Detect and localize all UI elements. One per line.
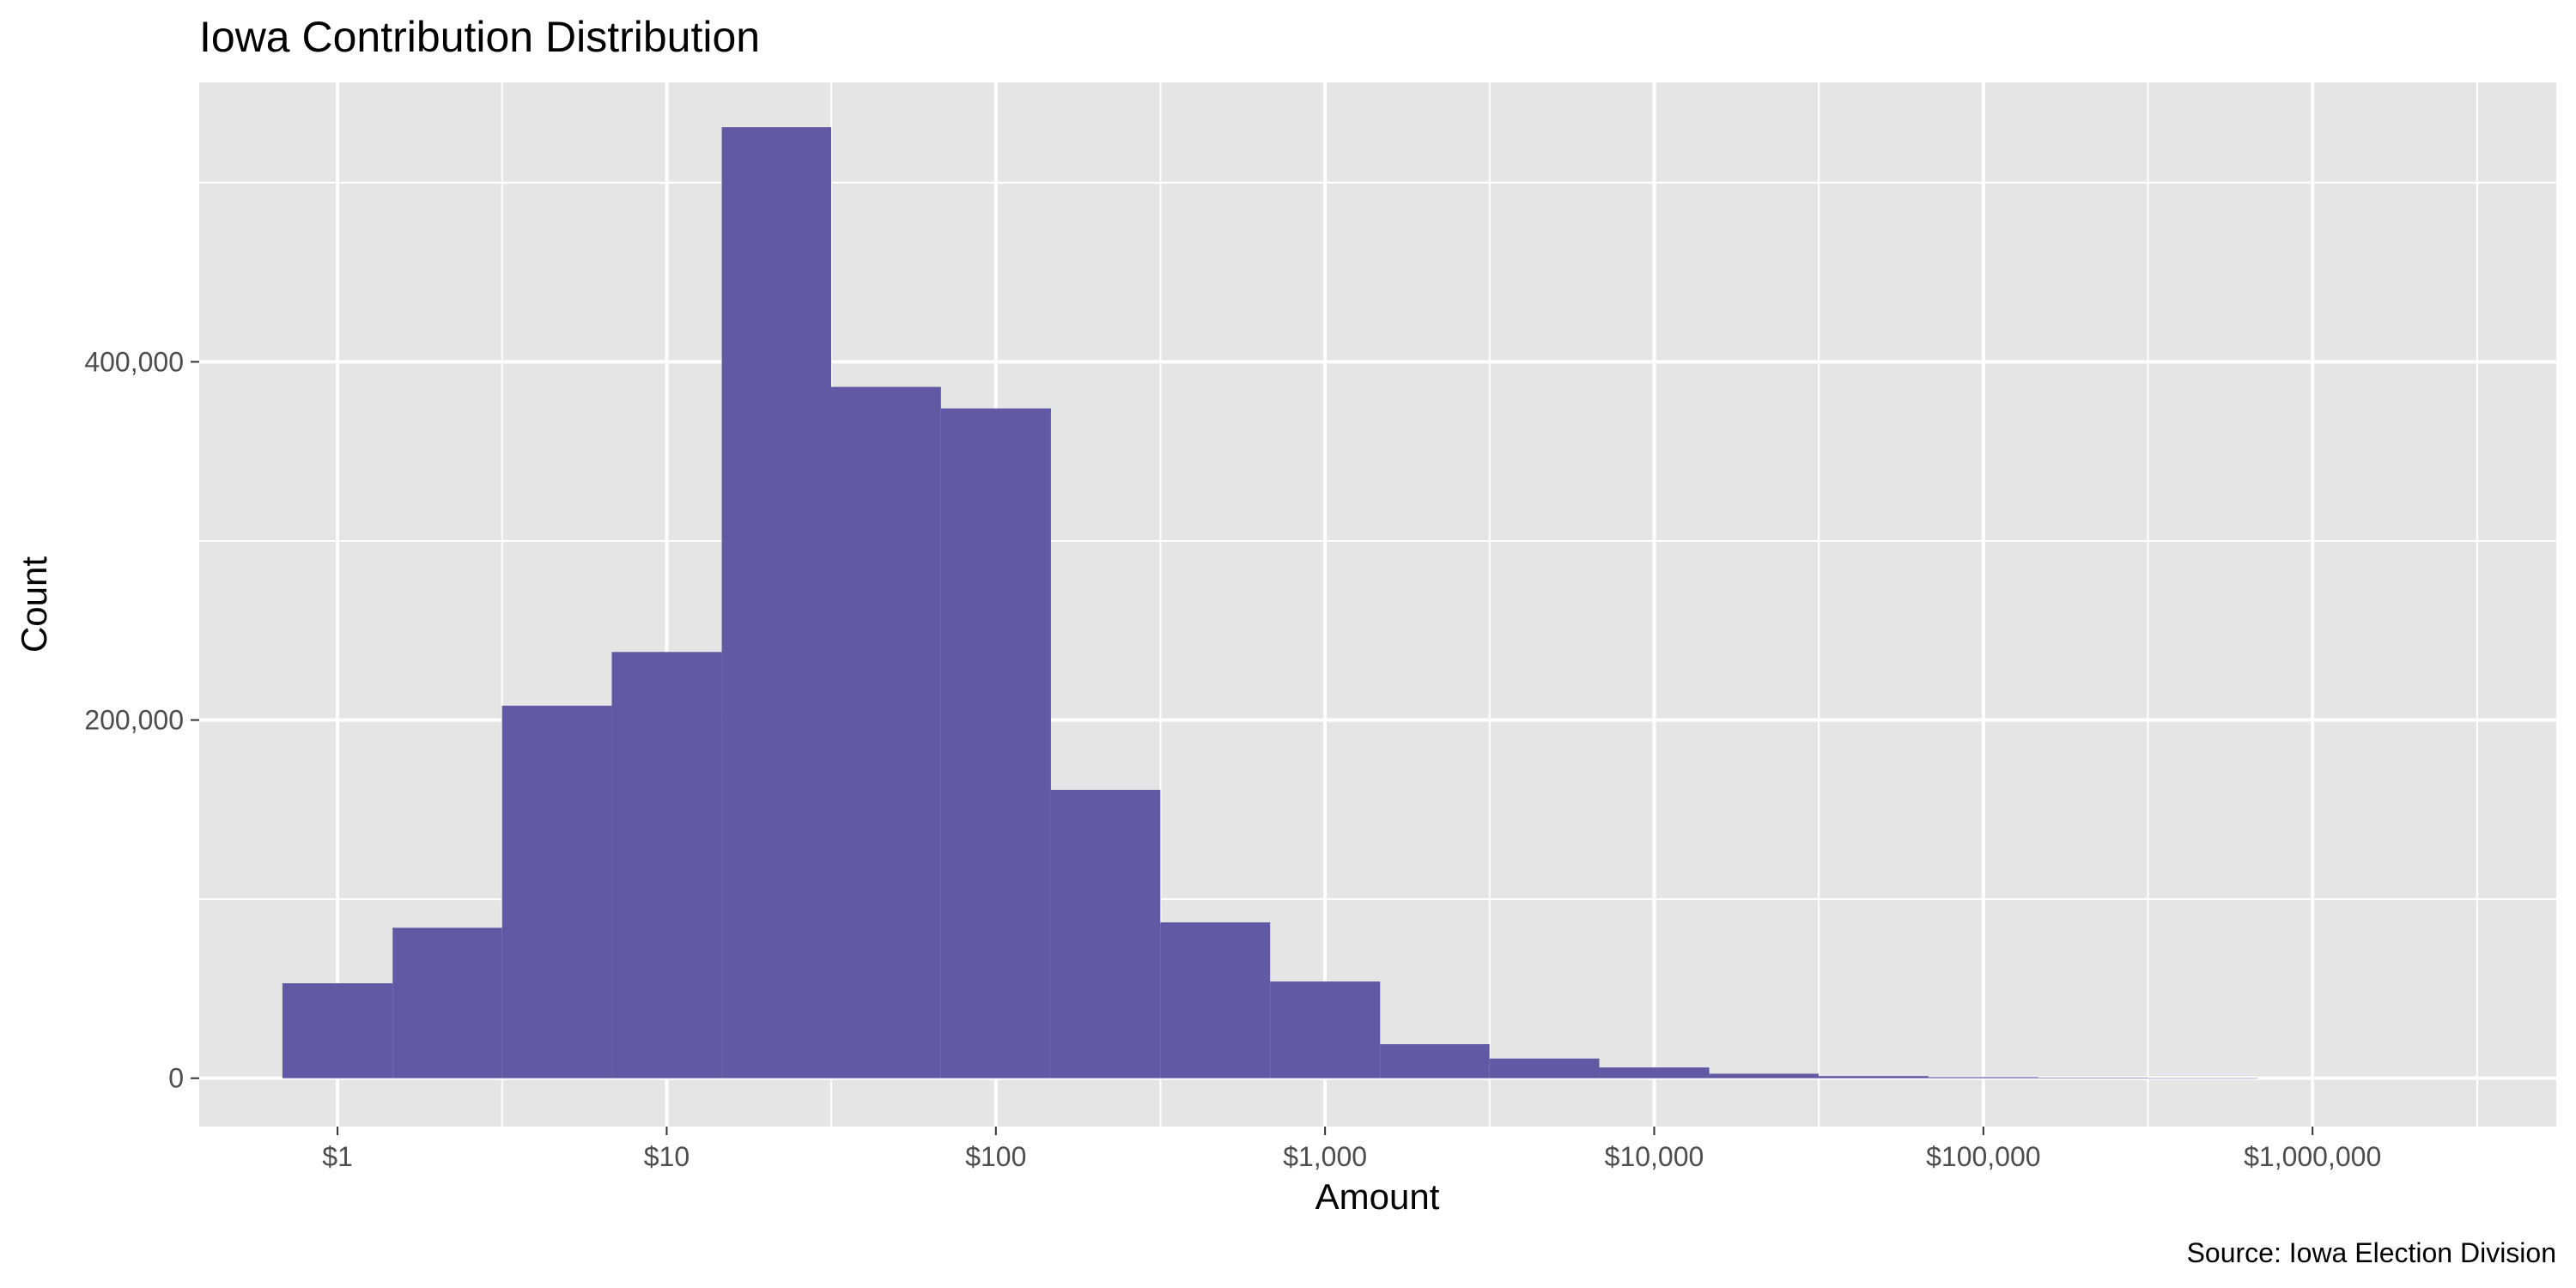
histogram-bar	[1380, 1044, 1490, 1078]
y-axis-title: Count	[14, 556, 54, 653]
histogram-bar	[1819, 1076, 1929, 1078]
x-tick-label: $100,000	[1926, 1141, 2040, 1172]
histogram-bar	[282, 983, 393, 1078]
x-tick-label: $100	[965, 1141, 1026, 1172]
histogram-bar	[830, 386, 941, 1078]
histogram-bars	[282, 127, 2258, 1079]
histogram-bar	[611, 652, 722, 1078]
histogram-bar	[1489, 1058, 1600, 1078]
x-tick-label: $10,000	[1605, 1141, 1704, 1172]
x-axis: $1 $10 $100 $1,000 $10,000 $100,000 $1,000,000	[322, 1127, 2381, 1172]
y-tick-label: 400,000	[84, 346, 184, 377]
chart-caption: Source: Iowa Election Division	[2187, 1237, 2556, 1268]
histogram-bar	[1709, 1073, 1820, 1078]
chart-title: Iowa Contribution Distribution	[199, 13, 760, 61]
histogram-bar	[721, 127, 831, 1078]
y-tick-label: 200,000	[84, 705, 184, 736]
histogram-bar	[940, 408, 1051, 1078]
x-tick-label: $1	[322, 1141, 353, 1172]
histogram-bar	[392, 927, 502, 1078]
histogram-bar	[1928, 1077, 2038, 1078]
x-axis-title: Amount	[1315, 1176, 1440, 1217]
histogram-bar	[1050, 789, 1161, 1078]
x-tick-label: $10	[644, 1141, 690, 1172]
histogram-bar	[1599, 1067, 1710, 1078]
x-tick-label: $1,000	[1283, 1141, 1367, 1172]
histogram-bar	[1160, 922, 1271, 1078]
x-tick-label: $1,000,000	[2244, 1141, 2381, 1172]
y-axis: 0 200,000 400,000	[84, 346, 199, 1094]
y-tick-label: 0	[168, 1063, 184, 1094]
histogram-bar	[2148, 1078, 2258, 1079]
histogram-bar	[501, 705, 612, 1078]
histogram-bar	[1270, 981, 1381, 1078]
